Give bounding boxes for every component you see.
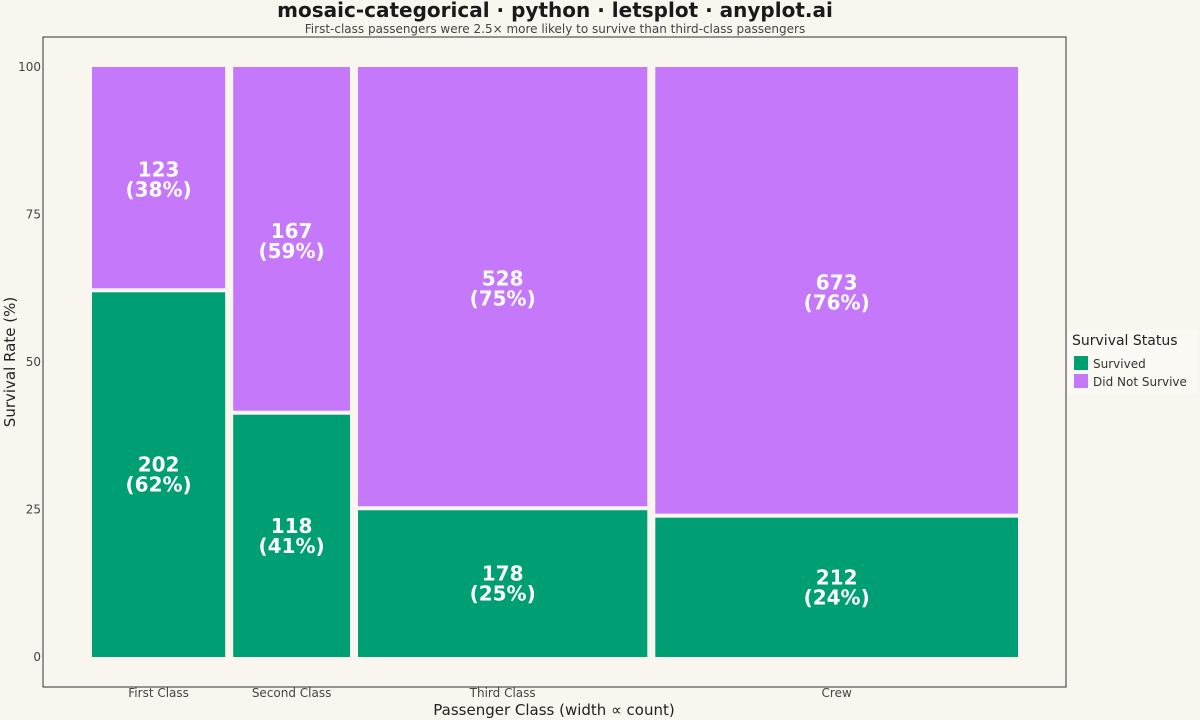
survived-count-label: 202 <box>138 453 180 477</box>
plot-frame <box>42 36 1067 688</box>
x-axis: First Class Second Class Third Class Crew <box>128 686 852 700</box>
died-cell <box>655 67 1018 514</box>
legend-background <box>1068 330 1198 394</box>
died-cell <box>92 67 226 289</box>
y-tick-label: 0 <box>33 650 41 664</box>
survived-cell <box>655 517 1018 657</box>
y-tick-label: 75 <box>26 208 41 222</box>
x-tick-label: Crew <box>822 686 852 700</box>
chart-subtitle: First-class passengers were 2.5× more li… <box>305 22 805 36</box>
x-tick-label: Second Class <box>252 686 332 700</box>
mosaic-cells: 202(62%) 123(38%) 118(41%) 167(59%) 178(25%)… <box>92 67 1018 657</box>
x-axis-title: Passenger Class (width ∝ count) <box>433 701 674 719</box>
y-axis: 0 25 50 75 100 <box>18 60 41 664</box>
died-cell <box>233 67 350 411</box>
survived-count-label: 118 <box>271 514 313 538</box>
legend: Survival Status Survived Did Not Survive <box>1068 330 1198 394</box>
survived-pct-label: (62%) <box>126 473 192 497</box>
survived-pct-label: (24%) <box>804 585 870 609</box>
died-count-label: 528 <box>482 267 524 291</box>
died-pct-label: (76%) <box>804 290 870 314</box>
died-count-label: 673 <box>816 270 858 294</box>
died-pct-label: (75%) <box>470 287 536 311</box>
chart-title: mosaic-categorical · python · letsplot ·… <box>277 0 833 22</box>
y-tick-label: 25 <box>26 503 41 517</box>
x-tick-label: Third Class <box>469 686 536 700</box>
legend-title: Survival Status <box>1072 333 1178 349</box>
survived-cell <box>233 414 350 657</box>
died-count-label: 167 <box>271 219 313 243</box>
legend-swatch <box>1074 356 1088 370</box>
survived-cell <box>357 510 648 657</box>
died-pct-label: (59%) <box>259 239 325 263</box>
legend-label: Survived <box>1093 357 1146 371</box>
survived-pct-label: (25%) <box>470 582 536 606</box>
died-cell <box>357 67 648 507</box>
died-pct-label: (38%) <box>126 178 192 202</box>
legend-label: Did Not Survive <box>1093 375 1187 389</box>
survived-pct-label: (41%) <box>259 534 325 558</box>
y-axis-title: Survival Rate (%) <box>1 297 19 427</box>
y-tick-label: 50 <box>26 355 41 369</box>
y-tick-label: 100 <box>18 60 41 74</box>
died-count-label: 123 <box>138 158 180 182</box>
survived-cell <box>92 292 226 657</box>
legend-swatch <box>1074 374 1088 388</box>
survived-count-label: 178 <box>482 562 524 586</box>
survived-count-label: 212 <box>816 565 858 589</box>
x-tick-label: First Class <box>128 686 189 700</box>
